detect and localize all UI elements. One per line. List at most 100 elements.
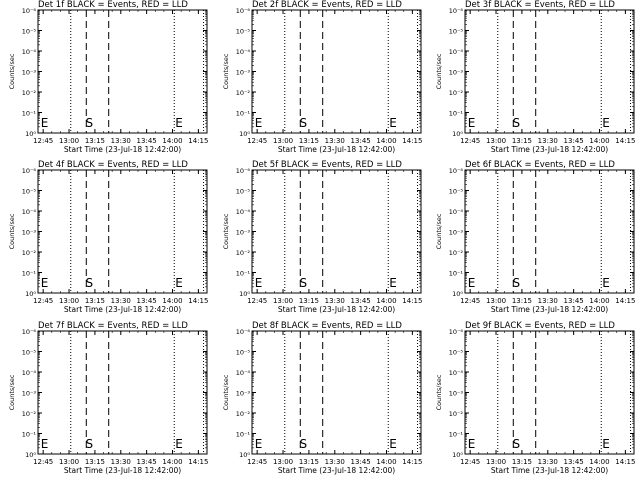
- panel-title: Det 3f BLACK = Events, RED = LLD: [465, 0, 615, 10]
- marker-label-s: S: [513, 116, 521, 130]
- y-axis-label: Counts/sec: [222, 213, 230, 249]
- y-tick-label: 10⁰: [452, 290, 463, 298]
- x-tick-label: 13:00: [486, 297, 506, 305]
- marker-label-s: S: [300, 276, 308, 290]
- y-tick-label: 10⁰: [239, 290, 250, 298]
- plot-frame: [37, 9, 208, 134]
- marker-label-e: E: [468, 116, 476, 130]
- y-tick-label: 10⁻¹: [236, 431, 251, 439]
- panel-title: Det 1f BLACK = Events, RED = LLD: [38, 0, 188, 10]
- y-tick-label: 10⁻⁶: [236, 328, 251, 336]
- marker-label-e: E: [41, 116, 49, 130]
- plot-frame: [464, 169, 635, 294]
- panel-det-9: Det 9f BLACK = Events, RED = LLD 10⁰ 10⁻¹ 1…: [435, 321, 635, 475]
- y-tick-label: 10⁻⁵: [449, 188, 464, 196]
- x-tick-label: 14:15: [402, 297, 422, 305]
- y-tick-label: 10⁻³: [22, 229, 37, 237]
- x-tick-label: 13:00: [486, 458, 506, 466]
- y-tick-label: 10⁻⁴: [449, 369, 464, 377]
- y-tick-label: 10⁻⁶: [22, 167, 37, 175]
- y-tick-label: 10⁻⁴: [449, 208, 464, 216]
- panel-det-2: Det 2f BLACK = Events, RED = LLD 10⁰ 10⁻¹ 1…: [222, 0, 422, 154]
- x-tick-label: 13:15: [299, 458, 319, 466]
- y-tick-label: 10⁻²: [449, 249, 464, 257]
- y-tick-label: 10⁻⁵: [22, 188, 37, 196]
- y-tick-label: 10⁻³: [22, 390, 37, 398]
- y-tick-label: 10⁻⁶: [449, 167, 464, 175]
- x-tick-label: 14:15: [188, 137, 208, 145]
- y-tick-label: 10⁻³: [449, 390, 464, 398]
- y-tick-label: 10⁻¹: [22, 110, 37, 118]
- y-tick-label: 10⁻⁵: [22, 349, 37, 357]
- x-tick-label: 13:00: [59, 137, 79, 145]
- x-tick-label: 14:00: [162, 137, 182, 145]
- y-tick-label: 10⁻⁴: [449, 48, 464, 56]
- panel-det-1: Det 1f BLACK = Events, RED = LLD 10⁰ 10⁻¹ 1…: [8, 0, 208, 154]
- marker-label-s: S: [300, 116, 308, 130]
- panel-det-3: Det 3f BLACK = Events, RED = LLD 10⁰ 10⁻¹ 1…: [435, 0, 635, 154]
- x-tick-label: 13:30: [538, 458, 558, 466]
- x-tick-label: 12:45: [460, 297, 480, 305]
- y-tick-label: 10⁻⁴: [22, 369, 37, 377]
- panel-det-4: Det 4f BLACK = Events, RED = LLD 10⁰ 10⁻¹ 1…: [8, 160, 208, 314]
- x-tick-label: 13:45: [564, 297, 584, 305]
- x-tick-label: 13:15: [299, 297, 319, 305]
- x-tick-label: 13:15: [85, 458, 105, 466]
- x-tick-label: 13:00: [273, 137, 293, 145]
- x-tick-label: 14:00: [162, 297, 182, 305]
- x-tick-label: 13:45: [564, 458, 584, 466]
- marker-label-e: E: [389, 116, 397, 130]
- x-tick-label: 13:45: [351, 137, 371, 145]
- y-tick-label: 10⁰: [25, 130, 36, 138]
- marker-label-e: E: [255, 116, 263, 130]
- y-tick-label: 10⁻¹: [449, 270, 464, 278]
- x-tick-label: 13:30: [111, 137, 131, 145]
- y-tick-label: 10⁻⁵: [449, 28, 464, 36]
- x-tick-label: 14:15: [188, 458, 208, 466]
- y-tick-label: 10⁻⁴: [236, 208, 251, 216]
- x-tick-label: 13:30: [111, 458, 131, 466]
- panel-title: Det 7f BLACK = Events, RED = LLD: [38, 321, 188, 331]
- plot-frame: [464, 9, 635, 134]
- y-tick-label: 10⁻¹: [236, 110, 251, 118]
- panel-det-8: Det 8f BLACK = Events, RED = LLD 10⁰ 10⁻¹ 1…: [222, 321, 422, 475]
- x-tick-label: 14:00: [589, 297, 609, 305]
- y-tick-label: 10⁻⁵: [449, 349, 464, 357]
- y-tick-label: 10⁻⁵: [236, 188, 251, 196]
- x-tick-label: 12:45: [247, 458, 267, 466]
- marker-label-s: S: [513, 437, 521, 451]
- panel-title: Det 6f BLACK = Events, RED = LLD: [465, 160, 615, 170]
- x-tick-label: 14:00: [162, 458, 182, 466]
- y-tick-label: 10⁻²: [236, 89, 251, 97]
- y-axis-label: Counts/sec: [435, 53, 443, 89]
- plot-frame: [37, 330, 208, 455]
- y-tick-label: 10⁻²: [449, 410, 464, 418]
- y-tick-label: 10⁻³: [236, 390, 251, 398]
- marker-label-e: E: [175, 276, 183, 290]
- x-tick-label: 13:45: [137, 137, 157, 145]
- marker-label-e: E: [602, 437, 610, 451]
- x-tick-label: 13:30: [111, 297, 131, 305]
- y-axis-label: Counts/sec: [222, 53, 230, 89]
- x-tick-label: 13:30: [325, 458, 345, 466]
- x-tick-label: 13:45: [137, 297, 157, 305]
- y-axis-label: Counts/sec: [222, 374, 230, 410]
- x-tick-label: 12:45: [247, 297, 267, 305]
- y-tick-label: 10⁻²: [236, 410, 251, 418]
- plot-frame: [251, 169, 422, 294]
- x-tick-label: 12:45: [33, 458, 53, 466]
- x-axis-label: Start Time (23-Jul-18 12:42:00): [278, 305, 395, 314]
- x-tick-label: 13:00: [486, 137, 506, 145]
- x-tick-label: 12:45: [33, 297, 53, 305]
- y-tick-label: 10⁻²: [236, 249, 251, 257]
- x-tick-label: 13:15: [512, 137, 532, 145]
- y-tick-label: 10⁻³: [236, 69, 251, 77]
- marker-label-e: E: [41, 276, 49, 290]
- x-tick-label: 14:00: [589, 458, 609, 466]
- y-tick-label: 10⁰: [239, 130, 250, 138]
- y-tick-label: 10⁻⁶: [449, 7, 464, 15]
- x-tick-label: 14:00: [376, 137, 396, 145]
- marker-label-s: S: [86, 276, 94, 290]
- x-tick-label: 14:00: [589, 137, 609, 145]
- plot-frame: [251, 330, 422, 455]
